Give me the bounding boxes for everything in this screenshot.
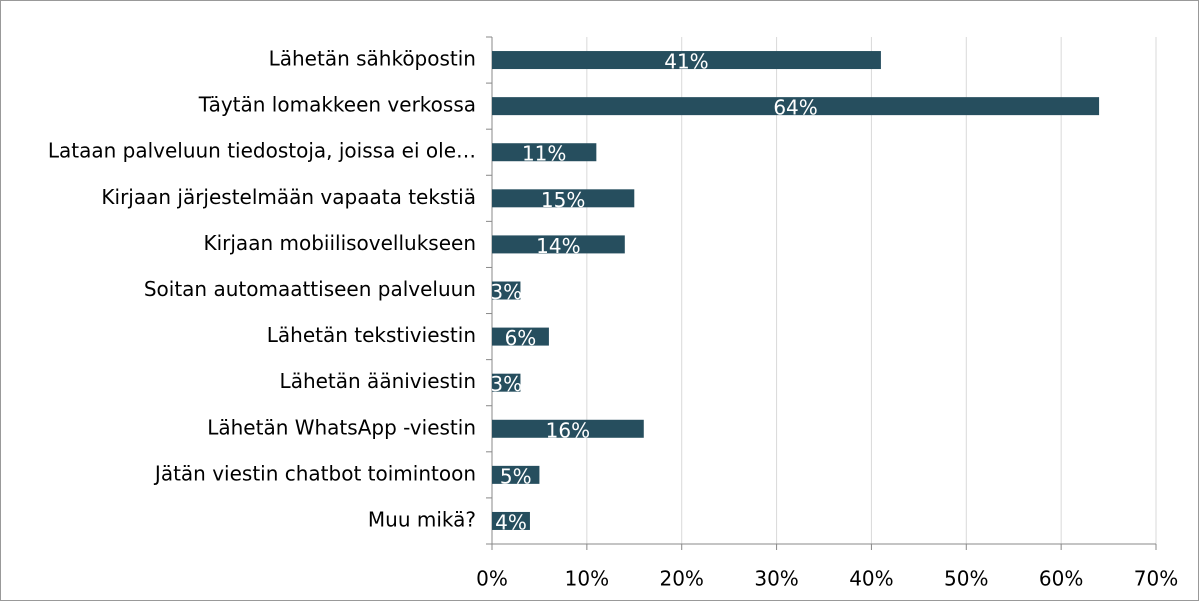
y-tick-label: Soitan automaattiseen palveluun xyxy=(144,277,476,301)
value-label-group: 41% xyxy=(664,50,708,74)
bar xyxy=(492,419,644,438)
value-label-group: 15% xyxy=(541,188,585,212)
y-tick-label: Täytän lomakkeen verkossa xyxy=(198,93,476,117)
value-label-group: 16% xyxy=(546,418,590,442)
value-label-group: 11% xyxy=(522,142,566,166)
y-tick-label: Kirjaan järjestelmään vapaata tekstiä xyxy=(101,185,476,209)
bar xyxy=(492,97,1100,116)
value-label: 15% xyxy=(541,188,585,212)
x-tick-label: 10% xyxy=(565,567,609,591)
value-label: 11% xyxy=(522,142,566,166)
x-tick-label: 30% xyxy=(754,567,798,591)
x-tick-label: 20% xyxy=(659,567,703,591)
bar xyxy=(492,465,540,484)
value-label: 41% xyxy=(664,50,708,74)
y-tick-label: Muu mikä? xyxy=(368,507,476,531)
value-label-group: 5% xyxy=(500,464,532,488)
y-tick-label: Lähetän WhatsApp -viestin xyxy=(207,415,476,439)
x-tick-label: 0% xyxy=(476,567,508,591)
bar xyxy=(492,511,530,530)
value-label-group: 3% xyxy=(490,372,522,396)
y-tick-label: Kirjaan mobiilisovellukseen xyxy=(203,231,476,255)
y-tick-label: Jätän viestin chatbot toimintoon xyxy=(153,461,476,485)
bar xyxy=(492,281,521,300)
value-label: 4% xyxy=(495,510,527,534)
value-label: 6% xyxy=(505,326,537,350)
x-tick-label: 60% xyxy=(1039,567,1083,591)
value-label: 3% xyxy=(490,372,522,396)
y-tick-label: Lähetän sähköpostin xyxy=(269,47,476,71)
bar xyxy=(492,143,597,162)
value-label: 64% xyxy=(773,96,817,120)
y-tick-label: Lataan palveluun tiedostoja, joissa ei o… xyxy=(48,139,476,163)
x-tick-label: 40% xyxy=(849,567,893,591)
x-tick-label: 70% xyxy=(1134,567,1178,591)
value-label-group: 64% xyxy=(773,96,817,120)
value-label-group: 3% xyxy=(490,280,522,304)
bar xyxy=(492,235,625,254)
value-label: 14% xyxy=(536,234,580,258)
value-label-group: 14% xyxy=(536,234,580,258)
x-tick-label: 50% xyxy=(944,567,988,591)
bar xyxy=(492,189,635,208)
value-label-group: 4% xyxy=(495,510,527,534)
value-label-group: 6% xyxy=(505,326,537,350)
bar xyxy=(492,327,549,346)
value-label: 5% xyxy=(500,464,532,488)
value-label: 3% xyxy=(490,280,522,304)
y-tick-label: Lähetän tekstiviestin xyxy=(267,323,476,347)
bar xyxy=(492,51,881,70)
value-label: 16% xyxy=(546,418,590,442)
bar xyxy=(492,373,521,392)
y-tick-label: Lähetän ääniviestin xyxy=(280,369,476,393)
